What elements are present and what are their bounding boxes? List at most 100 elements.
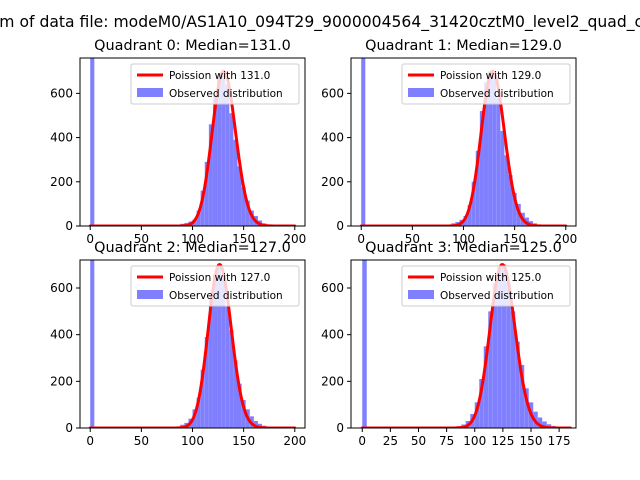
x-tick-label: 75 (439, 434, 454, 448)
y-tick-label: 0 (336, 219, 344, 233)
legend-label-observed: Observed distribution (440, 88, 554, 100)
legend-box (401, 63, 571, 105)
y-tick-label: 0 (65, 421, 73, 435)
x-tick-label: 200 (554, 232, 577, 246)
y-tick-label: 400 (321, 328, 344, 342)
histogram-bar (196, 210, 201, 226)
histogram-bar (200, 369, 205, 428)
histogram-bar (212, 274, 218, 428)
x-tick-label: 100 (181, 232, 204, 246)
x-tick-label: 25 (383, 434, 398, 448)
histogram-bar (229, 330, 234, 428)
x-tick-label: 150 (503, 232, 526, 246)
histogram-bar (483, 82, 489, 226)
histogram-bar (217, 75, 222, 226)
y-tick-label: 400 (321, 131, 344, 145)
histogram-bar (546, 424, 552, 428)
x-tick-label: 50 (134, 232, 149, 246)
histogram-bar (467, 205, 472, 226)
histogram-bar (497, 267, 502, 428)
panels-container: 0 50 100 150 200 0 200 400 600 Quadrant 0: Median… (50, 38, 577, 448)
poisson-curve (359, 69, 568, 226)
legend-bar-swatch (137, 88, 163, 97)
histogram-bar (479, 379, 484, 428)
histogram-bar (537, 417, 543, 428)
x-tick-label: 150 (232, 434, 255, 448)
histogram-bar (200, 190, 205, 226)
y-tick-label: 200 (50, 175, 73, 189)
legend-box (401, 265, 571, 307)
legend-label-poisson: Poission with 129.0 (440, 70, 541, 82)
figure-suptitle: Histogram of data file: modeM0/AS1A10_09… (0, 13, 640, 32)
plot-area (88, 58, 297, 226)
x-tick-label: 175 (548, 434, 571, 448)
poisson-curve (360, 263, 572, 428)
histogram-bar (90, 260, 95, 428)
histogram-bar (463, 216, 468, 226)
histogram-bar (245, 200, 250, 226)
histogram-bar (212, 95, 218, 226)
histogram-bar (90, 58, 95, 226)
histogram-bar (196, 397, 201, 428)
subplot-title: Quadrant 1: Median=129.0 (365, 38, 562, 54)
histogram-bar (519, 365, 525, 428)
histogram-bar (225, 84, 230, 226)
x-tick-label: 50 (411, 434, 426, 448)
x-tick-label: 50 (134, 434, 149, 448)
x-tick-label: 150 (520, 434, 543, 448)
subplot-0: 0 50 100 150 200 0 200 400 600 Quadrant 0: Median… (50, 38, 306, 246)
histogram-bar (225, 306, 230, 428)
axes-frame (350, 259, 577, 429)
y-tick-label: 600 (321, 86, 344, 100)
x-tick-label: 50 (405, 232, 420, 246)
x-tick-label: 100 (181, 434, 204, 448)
legend-box (130, 63, 300, 105)
histogram-bar (475, 150, 480, 226)
legend: Poission with 127.0 Observed distribution (130, 265, 300, 307)
histogram-bar (483, 346, 489, 428)
histogram-bar (479, 111, 484, 226)
y-tick-label: 200 (321, 374, 344, 388)
histogram-bar (471, 181, 476, 226)
x-tick-label: 0 (358, 434, 366, 448)
legend-label-observed: Observed distribution (169, 88, 283, 100)
histogram-bar (508, 175, 513, 226)
y-tick-label: 200 (50, 374, 73, 388)
plot-area (359, 58, 568, 226)
histogram-bar (361, 58, 366, 226)
histogram-bar (237, 166, 242, 226)
legend: Poission with 125.0 Observed distribution (401, 265, 571, 307)
plot-area (360, 260, 572, 428)
histogram-bar (488, 71, 493, 226)
legend-label-poisson: Poission with 131.0 (169, 70, 270, 82)
x-tick-label: 0 (86, 434, 94, 448)
histogram-bar (204, 161, 209, 226)
histogram-bar (237, 383, 242, 428)
x-tick-label: 200 (283, 434, 306, 448)
x-tick-label: 200 (283, 232, 306, 246)
x-tick-label: 100 (463, 434, 486, 448)
subplot-1: 0 50 100 150 200 0 200 400 600 Quadrant 1: Median… (321, 38, 577, 246)
subplot-3: 0 25 50 75 100 125 150 175 0 200 400 600 Quadrant 3:… (321, 240, 577, 448)
histogram-bar (501, 264, 507, 428)
histogram-bar (492, 283, 498, 428)
histogram-bar (496, 97, 501, 226)
x-tick-label: 100 (452, 232, 475, 246)
histogram-bar (241, 187, 246, 226)
histogram-bar (474, 402, 480, 428)
subplot-2: 0 50 100 150 200 0 200 400 600 Quadrant 2: Median… (50, 240, 306, 448)
histogram-bar (204, 337, 209, 428)
histogram-bar (221, 71, 226, 226)
legend-bar-swatch (408, 290, 434, 299)
x-tick-label: 0 (86, 232, 94, 246)
histogram-bar (217, 264, 222, 428)
histogram-bar (253, 421, 258, 428)
legend-label-poisson: Poission with 127.0 (169, 272, 270, 284)
subplot-title: Quadrant 2: Median=127.0 (94, 240, 291, 256)
histogram-bar (492, 75, 497, 226)
y-tick-label: 0 (65, 219, 73, 233)
y-tick-label: 400 (50, 328, 73, 342)
histogram-bar (208, 297, 213, 428)
histogram-bar (500, 130, 505, 226)
plot-area (88, 260, 297, 428)
